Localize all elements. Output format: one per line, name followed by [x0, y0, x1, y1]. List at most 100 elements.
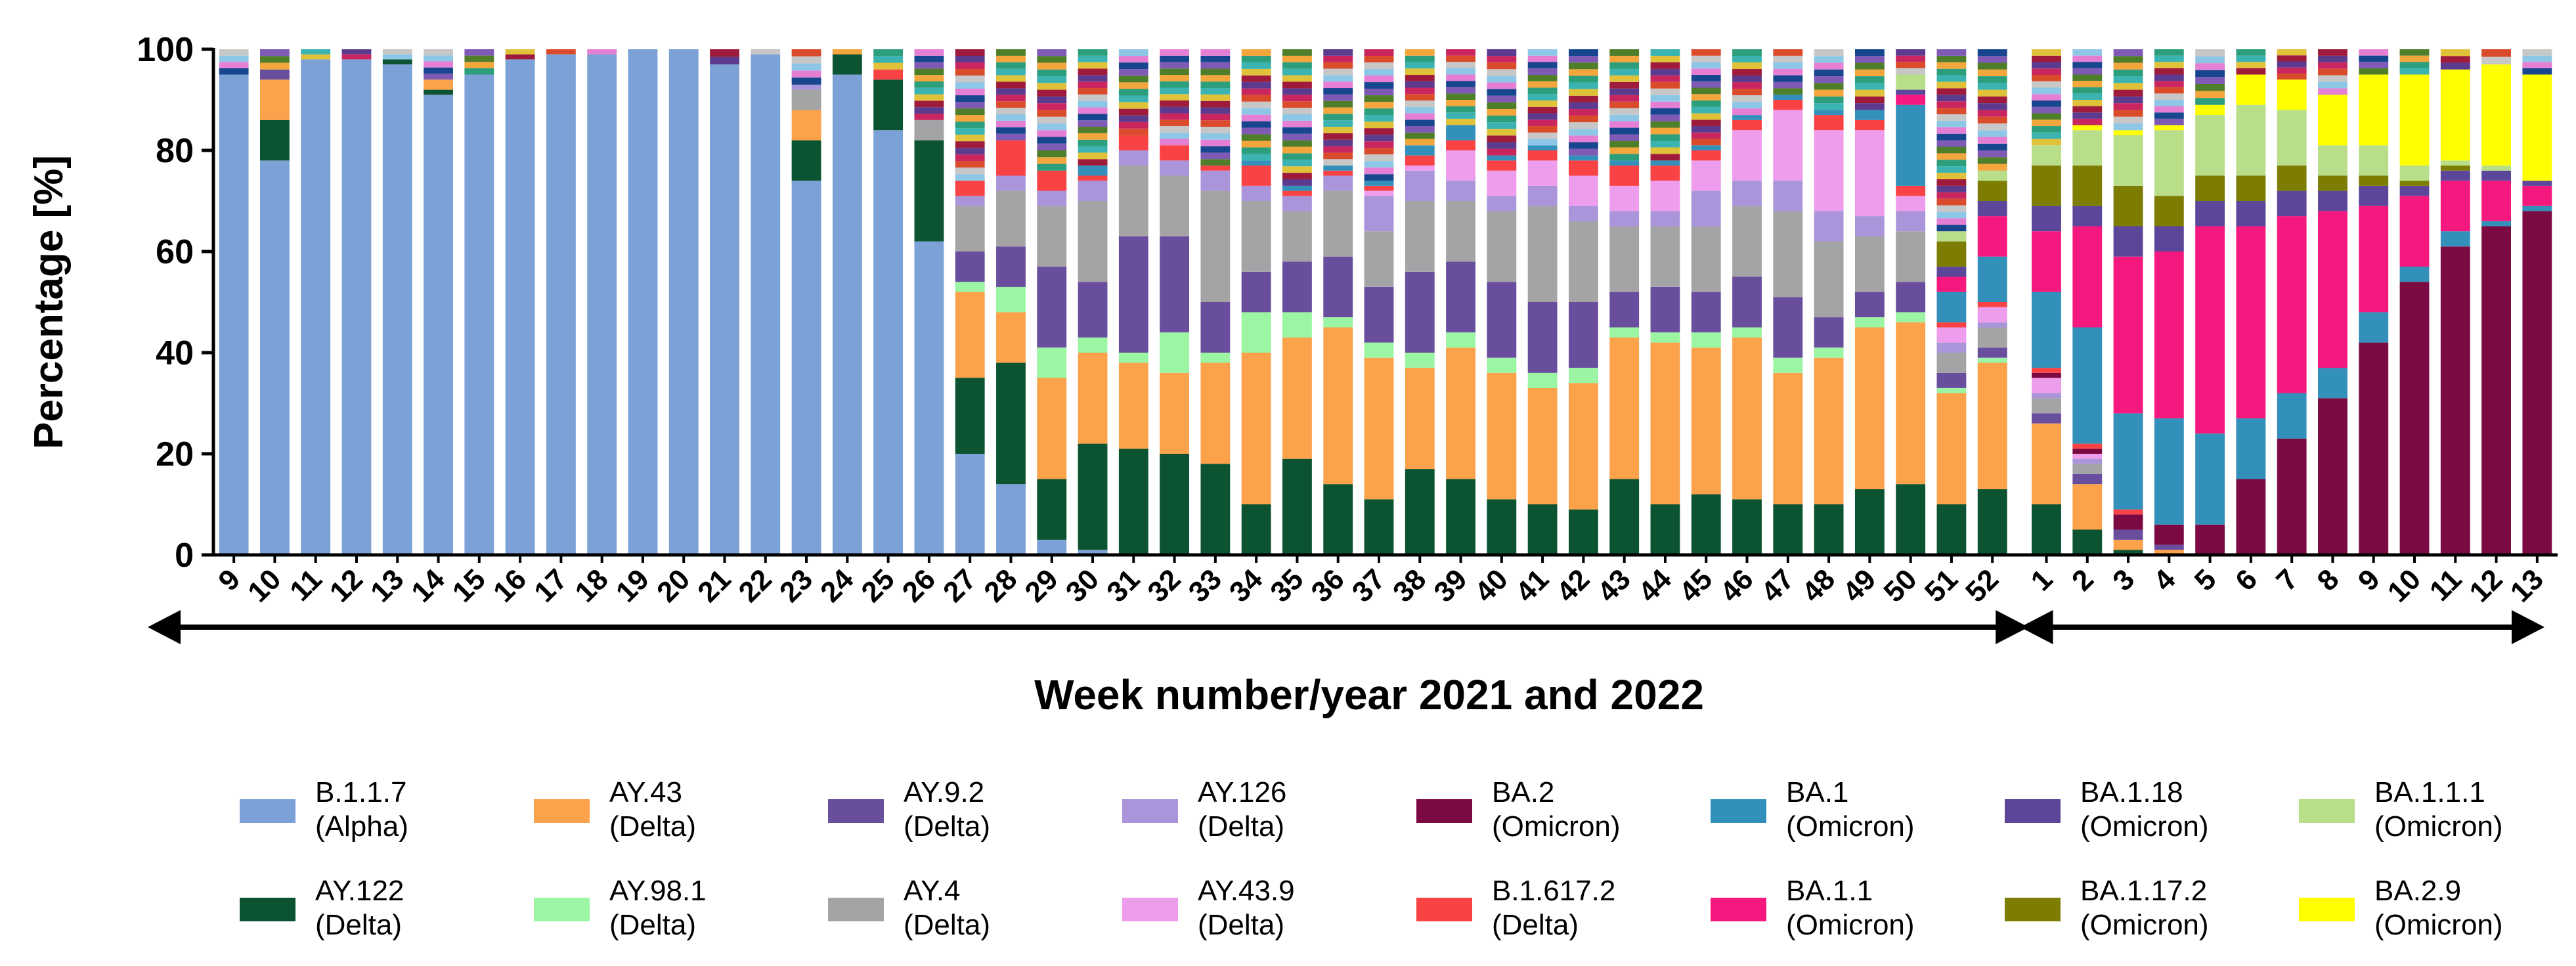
x-tick-label-26: 35 — [1264, 563, 1309, 608]
bar-segment-BA.1-week-2-45 — [2072, 327, 2103, 444]
bar-segment-other-week-52-43-17 — [1977, 49, 2007, 56]
bar-segment-B.1.617.2-week-25-16 — [873, 69, 904, 80]
legend-label-BA.1.1.1: BA.1.1.1 — [2374, 776, 2485, 808]
bar-segment-other-week-33-24-15 — [1200, 62, 1231, 69]
bar-segment-other-week-43-34-14 — [1609, 62, 1640, 69]
bar-segment-other-week-49-40-1 — [1854, 96, 1885, 104]
bar-segment-other-week-33-24-9 — [1200, 100, 1231, 108]
bar-segment-other-week-30-21-7 — [1078, 114, 1108, 121]
bar-segment-other-week-42-33-12 — [1568, 69, 1598, 76]
bar-segment-other-week-35-26-10 — [1282, 114, 1312, 121]
x-tick-label-52: 9 — [2352, 563, 2386, 597]
bar-segment-other-week-45-36-1 — [1691, 132, 1721, 139]
bar-segment-AY.122-week-27-18 — [955, 378, 985, 454]
bar-segment-other-week-6-49-3 — [2236, 49, 2266, 56]
legend-swatch-BA.2 — [1416, 799, 1472, 823]
bar-segment-AY.43-week-48-39 — [1814, 357, 1844, 504]
bar-segment-other-week-45-36-6 — [1691, 100, 1721, 107]
bar-segment-other-week-35-26-19 — [1282, 55, 1312, 62]
bar-segment-BA.1-week-3-46 — [2113, 413, 2143, 510]
bar-segment-AY.43-week-23-14 — [791, 110, 821, 141]
bar-segment-other-week-48-39-1 — [1814, 96, 1844, 104]
bar-segment-other-week-27-18-3 — [955, 154, 985, 162]
bar-segment-other-week-3-46-5 — [2113, 89, 2143, 97]
bar-segment-other-week-48-39-4 — [1814, 76, 1844, 83]
bar-segment-other-week-45-36-7 — [1691, 94, 1721, 101]
legend-group-BA.1: (Omicron) — [1786, 810, 1915, 843]
bar-segment-other-week-2-45-10 — [2072, 55, 2103, 62]
bar-segment-other-week-4-47-1 — [2154, 112, 2184, 119]
bar-segment-other-week-3-46-2 — [2113, 110, 2143, 117]
bar-segment-other-week-35-26-4 — [1282, 153, 1312, 160]
bar-segment-other-week-40-31-10 — [1487, 82, 1517, 89]
bar-segment-BA.1.17.2-week-51-42 — [1936, 241, 1967, 267]
bar-segment-AY.9.2-week-35-26 — [1282, 261, 1312, 313]
bar-segment-other-week-30-21-14 — [1078, 68, 1108, 76]
bar-segment-other-week-27-18-5 — [955, 141, 985, 148]
legend-group-BA.2.9: (Omicron) — [2374, 909, 2503, 941]
bar-segment-AY.122-week-32-23 — [1160, 454, 1190, 555]
bar-segment-other-week-51-42-18 — [1936, 108, 1967, 114]
bar-segment-other-week-35-26-11 — [1282, 108, 1312, 114]
bar-segment-AY.43-week-14-5 — [424, 79, 453, 90]
bar-segment-BA.2-week-13-56 — [2522, 211, 2552, 555]
bar-segment-AY.126-week-51-42 — [1936, 342, 1967, 353]
bar-segment-AY.43-week-49-40 — [1854, 327, 1885, 489]
bar-segment-AY.43-week-27-18 — [955, 292, 985, 378]
bar-segment-other-week-43-34-4 — [1609, 127, 1640, 135]
x-tick-label-56: 13 — [2504, 563, 2550, 608]
bar-segment-other-week-51-42-25 — [1936, 62, 1967, 69]
bar-segment-other-week-38-29-12 — [1405, 62, 1435, 69]
bar-segment-BA.1-week-8-51 — [2318, 368, 2347, 399]
bar-segment-BA.1.1.1-week-2-45 — [2072, 130, 2103, 166]
bar-segment-AY.9.2-week-34-25 — [1241, 271, 1271, 313]
bar-segment-B.1.1.7-week-26-17 — [914, 241, 944, 555]
bar-segment-other-week-43-34-2 — [1609, 141, 1640, 148]
bar-segment-B.1.617.2-week-43-34 — [1609, 165, 1640, 186]
bar-segment-other-week-30-21-8 — [1078, 107, 1108, 114]
bar-segment-BA.2.9-week-10-53 — [2399, 74, 2430, 166]
bar-segment-B.1.1.7-week-14-5 — [424, 95, 453, 556]
bar-segment-other-week-33-24-13 — [1200, 75, 1231, 82]
bar-segment-AY.122-week-48-39 — [1814, 504, 1844, 555]
legend-label-BA.2.9: BA.2.9 — [2374, 875, 2461, 907]
x-tick-label-35: 44 — [1632, 563, 1678, 609]
x-tick-label-14: 23 — [774, 563, 819, 608]
bar-segment-other-week-31-22-10 — [1118, 62, 1148, 70]
legend-swatch-BA.1.1.1 — [2299, 799, 2355, 823]
bar-segment-other-week-36-27-2 — [1323, 146, 1353, 153]
bar-segment-other-week-41-32-2 — [1527, 126, 1558, 133]
bar-segment-AY.122-week-43-34 — [1609, 479, 1640, 555]
bar-segment-other-week-39-30-6 — [1446, 81, 1475, 87]
x-tick-label-53: 10 — [2382, 563, 2427, 608]
legend-swatch-AY.43.9 — [1122, 898, 1178, 921]
bar-segment-other-week-44-35-12 — [1650, 75, 1680, 82]
bar-segment-AY.9.2-week-3-46 — [2113, 529, 2143, 540]
bar-segment-other-week-2-45-8 — [2072, 68, 2103, 75]
bar-segment-other-week-31-22-8 — [1118, 76, 1148, 83]
bar-segment-AY.98.1-week-37-28 — [1364, 342, 1394, 358]
bar-segment-other-week-43-34-11 — [1609, 81, 1640, 89]
bar-segment-other-week-27-18-2 — [955, 161, 985, 168]
bar-segment-BA.1.1.1-week-3-46 — [2113, 135, 2143, 186]
bar-segment-other-week-42-33-0 — [1568, 148, 1598, 156]
bar-segment-other-week-5-48-1 — [2195, 91, 2225, 99]
bar-segment-BA.2-week-10-53 — [2399, 282, 2430, 555]
bar-segment-other-week-4-47-0 — [2154, 118, 2184, 125]
bar-segment-BA.1-week-38-29 — [1405, 145, 1435, 156]
bar-segment-other-week-29-20-8 — [1037, 110, 1067, 117]
bar-segment-other-week-45-36-4 — [1691, 113, 1721, 120]
bar-segment-BA.1.17.2-week-52-43 — [1977, 181, 2007, 201]
bar-segment-BA.1.18-week-50-41 — [1896, 89, 1926, 95]
bar-segment-other-week-31-22-1 — [1118, 121, 1148, 129]
bar-segment-AY.9.2-week-36-27 — [1323, 256, 1353, 318]
bar-segment-AY.98.1-week-47-38 — [1773, 357, 1803, 373]
bar-segment-BA.1.17.2-week-11-54 — [2440, 165, 2470, 171]
bar-segment-BA.1.17.2-week-7-50 — [2277, 165, 2307, 191]
bar-segment-AY.126-week-2-45 — [2072, 458, 2103, 464]
bar-segment-AY.4-week-2-45 — [2072, 464, 2103, 474]
bar-segment-other-week-12-3-1 — [341, 49, 372, 55]
bar-segment-other-week-37-28-14 — [1364, 82, 1394, 89]
bar-segment-other-week-38-29-1 — [1405, 132, 1435, 139]
legend-swatch-AY.98.1 — [534, 898, 590, 921]
